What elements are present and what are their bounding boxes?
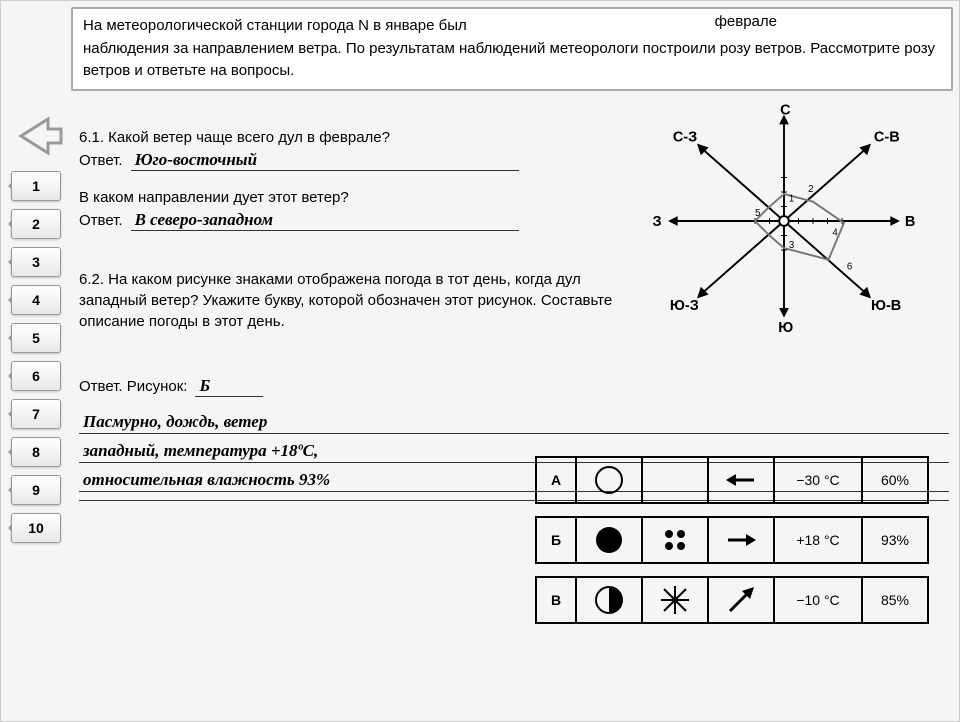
q62-answer-label: Ответ. Рисунок: — [79, 378, 187, 395]
card-temp: +18 °С — [775, 518, 863, 562]
card-label: А — [537, 458, 577, 502]
q61-answer: Юго-восточный — [135, 150, 257, 169]
header-text-2: наблюдения за направлением ветра. По рез… — [83, 40, 935, 80]
card-label: Б — [537, 518, 577, 562]
weather-card-a: А −30 °С 60% — [535, 456, 929, 504]
nav-btn-6[interactable]: 6 — [11, 361, 61, 391]
weather-card-b: Б +18 °С 93% — [535, 516, 929, 564]
svg-text:6: 6 — [847, 261, 852, 272]
cloud-icon — [577, 578, 643, 622]
card-label: В — [537, 578, 577, 622]
q61-answer-label: Ответ. — [79, 152, 123, 169]
svg-text:Ю-В: Ю-В — [871, 298, 901, 314]
weather-cards: А −30 °С 60% Б +18 °С 93% В −10 °С 85% — [535, 456, 929, 624]
svg-text:Ю: Ю — [778, 320, 793, 336]
card-hum: 93% — [863, 518, 927, 562]
header-text-1: На метеорологической станции города N в … — [83, 17, 467, 34]
nav-btn-7[interactable]: 7 — [11, 399, 61, 429]
svg-text:2: 2 — [808, 184, 813, 195]
svg-text:4: 4 — [832, 228, 838, 239]
q61b-answer-label: Ответ. — [79, 212, 123, 229]
arrow-left-icon — [709, 458, 775, 502]
card-temp: −30 °С — [775, 458, 863, 502]
header-box: На метеорологической станции города N в … — [71, 7, 953, 91]
rain-icon — [643, 518, 709, 562]
weather-card-c: В −10 °С 85% — [535, 576, 929, 624]
card-hum: 85% — [863, 578, 927, 622]
month-overlay: феврале — [701, 9, 791, 36]
cloud-icon — [577, 458, 643, 502]
svg-text:С-В: С-В — [874, 130, 900, 146]
svg-text:С: С — [780, 103, 791, 119]
card-temp: −10 °С — [775, 578, 863, 622]
nav-btn-5[interactable]: 5 — [11, 323, 61, 353]
q61b-answer: В северо-западном — [135, 210, 274, 229]
svg-text:Ю-З: Ю-З — [670, 298, 699, 314]
arrow-ne-icon — [709, 578, 775, 622]
nav-btn-1[interactable]: 1 — [11, 171, 61, 201]
cloud-icon — [577, 518, 643, 562]
wind-rose-diagram: С С-В В Ю-В Ю Ю-З З С-З 1 2 3 4 5 6 — [639, 101, 929, 341]
svg-text:З: З — [653, 214, 662, 230]
svg-text:5: 5 — [755, 208, 760, 219]
card-hum: 60% — [863, 458, 927, 502]
svg-text:3: 3 — [789, 240, 794, 251]
nav-btn-8[interactable]: 8 — [11, 437, 61, 467]
nav-btn-2[interactable]: 2 — [11, 209, 61, 239]
svg-text:1: 1 — [789, 194, 794, 205]
arrow-right-icon — [709, 518, 775, 562]
nav-column: 1 2 3 4 5 6 7 8 9 10 — [11, 171, 61, 543]
nav-btn-10[interactable]: 10 — [11, 513, 61, 543]
q62-desc-1: Пасмурно, дождь, ветер — [83, 412, 267, 431]
back-arrow-icon[interactable] — [13, 111, 63, 166]
q62-desc-3: относительная влажность 93% — [83, 470, 330, 489]
svg-text:С-З: С-З — [673, 130, 697, 146]
nav-btn-9[interactable]: 9 — [11, 475, 61, 505]
svg-text:В: В — [905, 214, 915, 230]
nav-btn-3[interactable]: 3 — [11, 247, 61, 277]
q62-answer-letter: Б — [199, 376, 210, 395]
nav-btn-4[interactable]: 4 — [11, 285, 61, 315]
snow-icon — [643, 578, 709, 622]
q62-desc-2: западный, температура +18ºС, — [83, 441, 318, 460]
precip-icon — [643, 458, 709, 502]
